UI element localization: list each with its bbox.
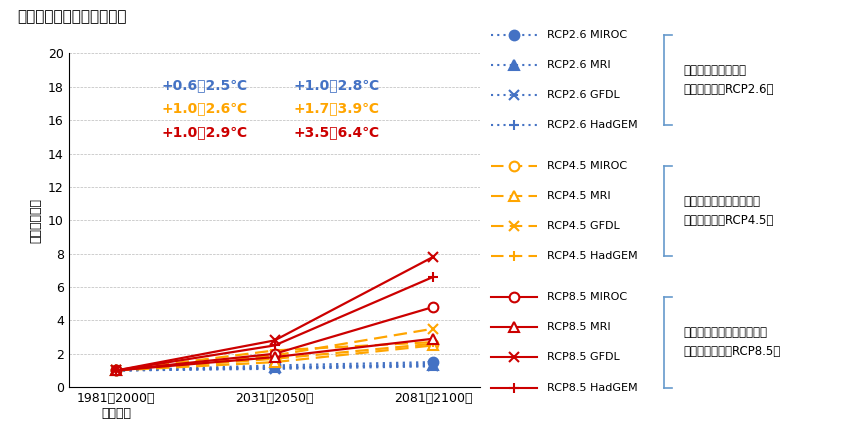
Text: RCP2.6 GFDL: RCP2.6 GFDL (547, 90, 619, 100)
Text: RCP8.5 GFDL: RCP8.5 GFDL (547, 352, 619, 363)
Text: RCP4.5 MIROC: RCP4.5 MIROC (547, 161, 627, 171)
Text: +1.7～3.9℃: +1.7～3.9℃ (293, 101, 379, 115)
Text: RCP2.6 MIROC: RCP2.6 MIROC (547, 30, 627, 40)
Text: 厳しい温暖化対策を
取った場合（RCP2.6）: 厳しい温暖化対策を 取った場合（RCP2.6） (684, 64, 774, 96)
Text: RCP4.5 HadGEM: RCP4.5 HadGEM (547, 251, 637, 262)
Text: 現状を上回る温暖化対策を
取らない場合（RCP8.5）: 現状を上回る温暖化対策を 取らない場合（RCP8.5） (684, 326, 781, 358)
Text: RCP2.6 MRI: RCP2.6 MRI (547, 60, 610, 70)
Text: +1.0～2.9℃: +1.0～2.9℃ (161, 125, 248, 139)
Text: RCP2.6 HadGEM: RCP2.6 HadGEM (547, 120, 637, 130)
Text: +0.6～2.5℃: +0.6～2.5℃ (161, 78, 248, 92)
Text: RCP4.5 MRI: RCP4.5 MRI (547, 191, 610, 201)
Text: RCP8.5 HadGEM: RCP8.5 HadGEM (547, 383, 637, 392)
Y-axis label: 相対値（倍）: 相対値（倍） (29, 198, 42, 243)
Text: 神奈川県　熱中症搬送者数: 神奈川県 熱中症搬送者数 (17, 9, 127, 24)
Text: RCP8.5 MIROC: RCP8.5 MIROC (547, 292, 627, 302)
Text: +1.0～2.8℃: +1.0～2.8℃ (293, 78, 379, 92)
Text: RCP8.5 MRI: RCP8.5 MRI (547, 322, 610, 332)
Text: 一定程度の温暖化対策を
取った場合（RCP4.5）: 一定程度の温暖化対策を 取った場合（RCP4.5） (684, 195, 774, 227)
Text: +3.5～6.4℃: +3.5～6.4℃ (293, 125, 379, 139)
Text: RCP4.5 GFDL: RCP4.5 GFDL (547, 221, 619, 231)
Text: +1.0～2.6℃: +1.0～2.6℃ (161, 101, 248, 115)
